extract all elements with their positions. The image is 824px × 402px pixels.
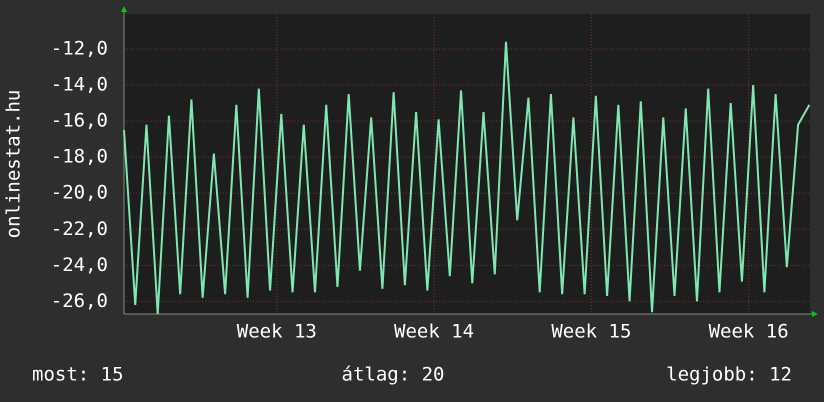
x-tick-label: Week 14: [394, 321, 474, 343]
y-tick-label: -24,0: [51, 254, 108, 276]
y-tick-label: -14,0: [51, 74, 108, 96]
data-line: [123, 41, 811, 315]
axis-arrow: [121, 6, 127, 12]
y-axis-label: onlinestat.hu: [3, 90, 25, 239]
x-tick-label: Week 13: [237, 321, 317, 343]
axis-arrow: [812, 311, 818, 317]
y-tick-label: -22,0: [51, 218, 108, 240]
stat-current: most: 15: [32, 364, 124, 386]
y-tick-label: -18,0: [51, 146, 108, 168]
y-tick-label: -16,0: [51, 110, 108, 132]
y-tick-label: -12,0: [51, 37, 108, 59]
x-tick-label: Week 16: [709, 321, 789, 343]
y-tick-label: -26,0: [51, 290, 108, 312]
y-tick-label: -20,0: [51, 182, 108, 204]
stat-best: legjobb: 12: [666, 364, 792, 386]
stat-average: átlag: 20: [342, 364, 445, 386]
x-tick-label: Week 15: [551, 321, 631, 343]
